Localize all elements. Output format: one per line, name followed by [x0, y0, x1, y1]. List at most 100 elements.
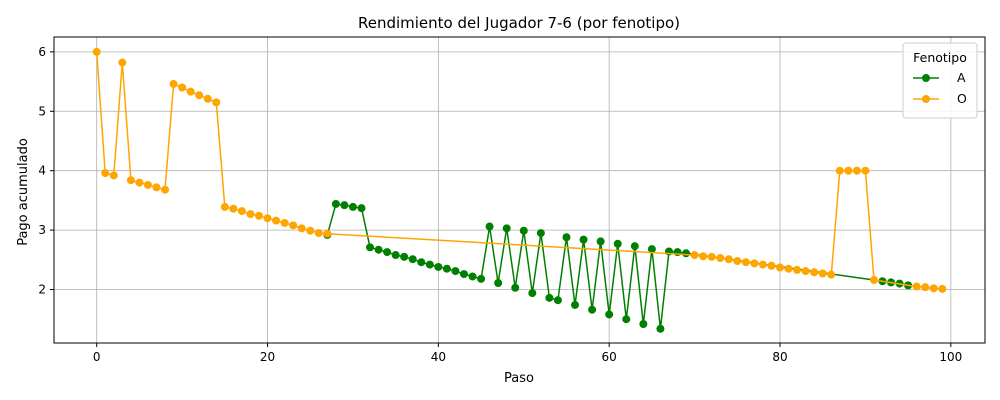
data-point-O: [169, 79, 178, 88]
data-point-A: [630, 242, 639, 251]
data-point-A: [400, 252, 409, 261]
data-point-A: [494, 278, 503, 287]
data-point-A: [417, 258, 426, 267]
data-point-O: [938, 284, 947, 293]
data-point-A: [656, 324, 665, 333]
legend-title: Fenotipo: [913, 50, 967, 65]
series-O: [92, 47, 947, 293]
data-point-O: [118, 58, 127, 67]
x-tick-label: 20: [260, 350, 275, 364]
data-point-O: [237, 207, 246, 216]
data-point-A: [571, 300, 580, 309]
data-point-O: [246, 210, 255, 219]
y-axis-label: Pago acumulado: [16, 138, 31, 246]
data-point-O: [220, 202, 229, 211]
legend: Fenotipo AO: [902, 42, 978, 119]
data-point-O: [929, 284, 938, 293]
data-point-O: [716, 254, 725, 263]
data-point-A: [596, 237, 605, 246]
data-point-O: [203, 94, 212, 103]
data-point-O: [827, 270, 836, 279]
data-point-O: [178, 83, 187, 92]
data-point-A: [545, 293, 554, 302]
data-point-A: [366, 243, 375, 252]
data-point-O: [186, 87, 195, 96]
data-point-A: [579, 235, 588, 244]
data-point-O: [810, 268, 819, 277]
data-point-O: [793, 265, 802, 274]
data-point-A: [468, 272, 477, 281]
data-point-A: [459, 270, 468, 279]
data-point-O: [212, 98, 221, 107]
data-point-A: [331, 199, 340, 208]
legend-label-O: O: [957, 91, 967, 106]
data-point-O: [767, 261, 776, 270]
chart-title: Rendimiento del Jugador 7-6 (por fenotip…: [358, 14, 680, 32]
data-point-A: [605, 310, 614, 319]
y-tick-label: 2: [38, 283, 46, 297]
data-point-O: [852, 166, 861, 175]
y-tick-label: 4: [38, 164, 46, 178]
data-point-O: [912, 282, 921, 291]
plot-frame: [53, 36, 986, 344]
data-point-A: [562, 233, 571, 242]
x-tick-label: 0: [93, 350, 101, 364]
data-point-O: [229, 204, 238, 213]
data-point-O: [135, 178, 144, 187]
data-point-A: [511, 283, 520, 292]
data-point-O: [750, 259, 759, 268]
data-point-A: [647, 245, 656, 254]
x-tick-label: 80: [772, 350, 787, 364]
series-line-O: [95, 51, 943, 290]
data-point-A: [485, 222, 494, 231]
data-point-A: [434, 262, 443, 271]
data-point-O: [861, 166, 870, 175]
series-layer: [92, 47, 947, 333]
data-point-A: [340, 201, 349, 210]
data-point-O: [758, 260, 767, 269]
data-point-A: [536, 229, 545, 238]
legend-marker-O: [922, 95, 930, 103]
data-point-O: [690, 251, 699, 260]
data-point-O: [818, 269, 827, 278]
data-point-A: [553, 296, 562, 305]
x-tick-label: 100: [939, 350, 962, 364]
data-point-A: [613, 239, 622, 248]
data-point-A: [357, 204, 366, 213]
data-point-O: [272, 216, 281, 225]
x-tick-label: 60: [602, 350, 617, 364]
data-point-O: [195, 91, 204, 100]
data-point-A: [588, 305, 597, 314]
data-point-O: [126, 176, 135, 185]
data-point-A: [451, 267, 460, 276]
data-point-O: [254, 211, 263, 220]
data-point-O: [869, 276, 878, 285]
data-point-O: [724, 255, 733, 264]
data-point-O: [323, 229, 332, 238]
data-point-A: [502, 224, 511, 233]
data-point-O: [161, 185, 170, 194]
data-point-A: [374, 245, 383, 254]
data-point-O: [733, 257, 742, 266]
legend-entries: AO: [913, 70, 967, 106]
data-point-O: [280, 218, 289, 227]
data-point-A: [639, 319, 648, 328]
data-point-O: [699, 252, 708, 261]
x-tick-label: 40: [431, 350, 446, 364]
data-point-O: [289, 221, 298, 230]
axis-ticks: 0 20 40 60 80 100 2 3 4 5 6: [38, 45, 962, 364]
data-point-A: [528, 289, 537, 298]
y-tick-label: 6: [38, 45, 46, 59]
data-point-A: [348, 202, 357, 211]
data-point-O: [297, 224, 306, 233]
data-point-O: [263, 214, 272, 223]
data-point-A: [391, 251, 400, 260]
data-point-O: [921, 283, 930, 292]
data-point-O: [784, 264, 793, 273]
data-point-O: [152, 183, 161, 192]
data-point-O: [143, 180, 152, 189]
data-point-A: [383, 248, 392, 257]
data-point-O: [776, 263, 785, 272]
